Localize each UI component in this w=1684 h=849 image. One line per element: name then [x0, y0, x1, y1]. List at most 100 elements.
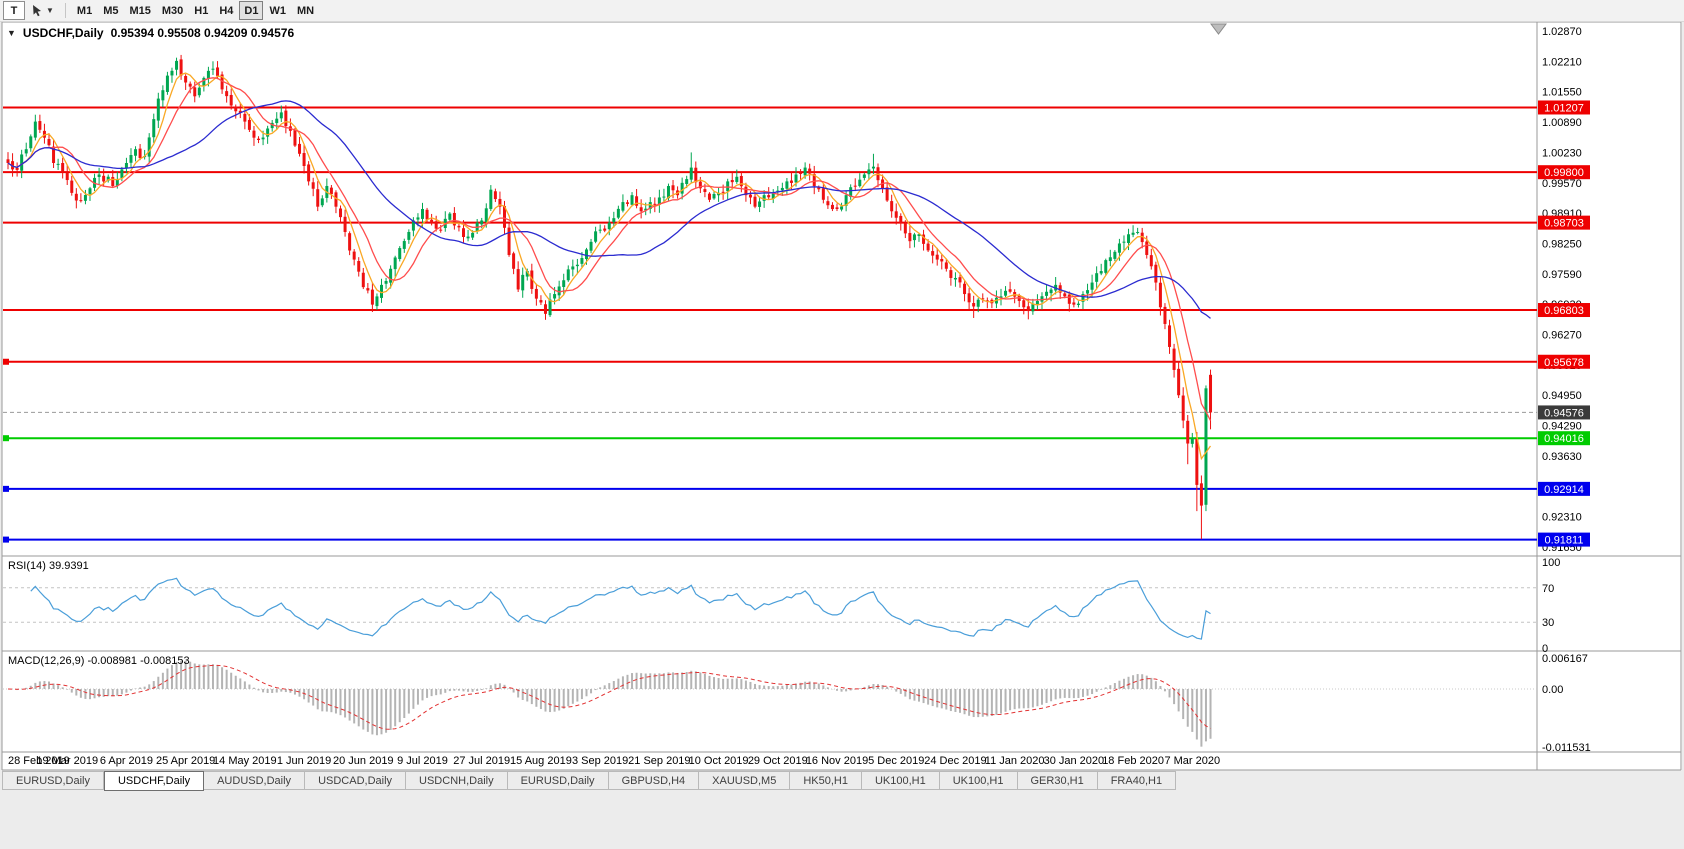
svg-text:11 Jan 2020: 11 Jan 2020 — [985, 755, 1045, 767]
svg-text:5 Dec 2019: 5 Dec 2019 — [868, 755, 924, 767]
chart-shift-marker[interactable] — [1210, 23, 1227, 35]
one-click-trading-arrow[interactable]: ▼ — [7, 28, 16, 38]
ma-5-line — [7, 72, 1212, 461]
rsi-line — [30, 577, 1211, 640]
svg-text:0.98250: 0.98250 — [1542, 238, 1582, 250]
svg-text:30 Jan 2020: 30 Jan 2020 — [1044, 755, 1105, 767]
tab-hk50-h1[interactable]: HK50,H1 — [790, 771, 862, 790]
svg-text:1.00890: 1.00890 — [1542, 117, 1582, 129]
svg-text:20 Jun 2019: 20 Jun 2019 — [333, 755, 394, 767]
svg-text:21 Sep 2019: 21 Sep 2019 — [628, 755, 690, 767]
candles-layer — [6, 54, 1213, 540]
svg-text:1 Jun 2019: 1 Jun 2019 — [277, 755, 331, 767]
tab-gbpusd-h4[interactable]: GBPUSD,H4 — [608, 771, 700, 790]
svg-text:1.00230: 1.00230 — [1542, 147, 1582, 159]
svg-text:3 Sep 2019: 3 Sep 2019 — [572, 755, 628, 767]
svg-text:30: 30 — [1542, 617, 1554, 629]
price-axis[interactable]: 1.02870 1.02210 1.01550 1.00890 1.00230 0.995… — [1542, 26, 1582, 554]
svg-text:0.96270: 0.96270 — [1542, 330, 1582, 342]
svg-text:6 Apr 2019: 6 Apr 2019 — [100, 755, 153, 767]
chart-tab-bar: EURUSD,Daily USDCHF,Daily AUDUSD,Daily U… — [2, 771, 1177, 791]
macd-indicator-label: MACD(12,26,9) -0.008981 -0.008153 — [8, 655, 190, 667]
svg-text:29 Oct 2019: 29 Oct 2019 — [748, 755, 808, 767]
svg-text:0.00: 0.00 — [1542, 684, 1563, 696]
pane-frame — [1, 21, 1682, 771]
svg-text:0.99570: 0.99570 — [1542, 178, 1582, 190]
tab-xauusd-m5[interactable]: XAUUSD,M5 — [699, 771, 791, 790]
svg-text:0.006167: 0.006167 — [1542, 653, 1588, 665]
ma-30-line — [7, 100, 1211, 319]
tab-usdcnh-daily[interactable]: USDCNH,Daily — [406, 771, 508, 790]
tab-usdchf-daily[interactable]: USDCHF,Daily — [103, 771, 205, 791]
chevron-down-icon: ▼ — [46, 6, 54, 15]
svg-text:24 Dec 2019: 24 Dec 2019 — [924, 755, 986, 767]
svg-text:15 Aug 2019: 15 Aug 2019 — [510, 755, 572, 767]
svg-text:1.01550: 1.01550 — [1542, 87, 1582, 99]
svg-text:27 Jul 2019: 27 Jul 2019 — [453, 755, 510, 767]
macd-signal-line — [7, 664, 1211, 730]
text-tool-button[interactable]: T — [3, 1, 25, 20]
tab-uk100-h1-1[interactable]: UK100,H1 — [861, 771, 940, 790]
svg-text:19 Mar 2019: 19 Mar 2019 — [36, 755, 98, 767]
horizontal-lines-layer — [3, 106, 1537, 543]
svg-text:0.92914: 0.92914 — [1544, 484, 1584, 496]
rsi-indicator-label: RSI(14) 39.9391 — [8, 560, 89, 572]
svg-text:1.02210: 1.02210 — [1542, 56, 1582, 68]
toolbar-separator — [64, 3, 66, 18]
cursor-icon — [33, 5, 41, 17]
tab-eurusd-daily-1[interactable]: EURUSD,Daily — [2, 771, 104, 790]
svg-text:25 Apr 2019: 25 Apr 2019 — [156, 755, 215, 767]
chart-symbol-period: USDCHF,Daily — [22, 26, 104, 40]
svg-text:0: 0 — [1542, 643, 1548, 655]
svg-text:0.94016: 0.94016 — [1544, 433, 1584, 445]
rsi-pane: 100 70 30 0 — [3, 557, 1560, 655]
svg-text:0.93630: 0.93630 — [1542, 451, 1582, 463]
tab-eurusd-daily-2[interactable]: EURUSD,Daily — [507, 771, 609, 790]
moving-averages-layer — [7, 72, 1212, 461]
timeframe-m5-button[interactable]: M5 — [98, 1, 123, 20]
svg-text:0.91811: 0.91811 — [1545, 535, 1584, 547]
svg-text:0.94576: 0.94576 — [1544, 407, 1584, 419]
tab-audusd-daily[interactable]: AUDUSD,Daily — [204, 771, 306, 790]
chart-window-background[interactable] — [2, 22, 1682, 770]
svg-text:1.01207: 1.01207 — [1544, 102, 1584, 114]
tab-usdcad-daily[interactable]: USDCAD,Daily — [305, 771, 407, 790]
svg-text:70: 70 — [1542, 583, 1554, 595]
tab-fra40-h1[interactable]: FRA40,H1 — [1097, 771, 1177, 790]
timeframe-m1-button[interactable]: M1 — [72, 1, 97, 20]
tab-uk100-h1-2[interactable]: UK100,H1 — [939, 771, 1018, 790]
macd-histogram — [16, 660, 1212, 747]
svg-text:0.92310: 0.92310 — [1542, 512, 1582, 524]
svg-text:0.98703: 0.98703 — [1544, 218, 1584, 230]
svg-text:100: 100 — [1542, 557, 1560, 569]
svg-text:0.95678: 0.95678 — [1544, 357, 1584, 369]
svg-text:1.02870: 1.02870 — [1542, 26, 1582, 38]
timeframe-d1-button[interactable]: D1 — [239, 1, 264, 20]
svg-text:0.94950: 0.94950 — [1542, 390, 1582, 402]
svg-text:9 Jul 2019: 9 Jul 2019 — [397, 755, 448, 767]
price-badges: 1.01207 0.99800 0.98703 0.96803 0.95678 0.940… — [1538, 100, 1590, 547]
timeframe-mn-button[interactable]: MN — [292, 1, 319, 20]
svg-text:0.96803: 0.96803 — [1544, 305, 1584, 317]
svg-text:0.99800: 0.99800 — [1544, 167, 1584, 179]
tab-ger30-h1[interactable]: GER30,H1 — [1017, 771, 1098, 790]
chart-title: ▼ USDCHF,Daily 0.95394 0.95508 0.94209 0… — [7, 26, 294, 40]
timeframe-h1-button[interactable]: H1 — [189, 1, 213, 20]
timeframe-h4-button[interactable]: H4 — [214, 1, 238, 20]
timeframe-m30-button[interactable]: M30 — [157, 1, 188, 20]
timeframe-w1-button[interactable]: W1 — [264, 1, 291, 20]
svg-text:10 Oct 2019: 10 Oct 2019 — [689, 755, 749, 767]
ma-10-line — [7, 77, 1212, 421]
svg-text:0.97590: 0.97590 — [1542, 269, 1582, 281]
timeframe-m15-button[interactable]: M15 — [124, 1, 155, 20]
draw-tool-dropdown[interactable]: ▼ — [26, 1, 59, 20]
toolbar: T ▼ M1 M5 M15 M30 H1 H4 D1 W1 MN — [0, 0, 1684, 22]
svg-text:-0.011531: -0.011531 — [1542, 742, 1591, 754]
svg-text:16 Nov 2019: 16 Nov 2019 — [806, 755, 868, 767]
svg-text:28 Feb 2019: 28 Feb 2019 — [8, 755, 70, 767]
svg-text:14 May 2019: 14 May 2019 — [213, 755, 277, 767]
svg-text:18 Feb 2020: 18 Feb 2020 — [1102, 755, 1164, 767]
